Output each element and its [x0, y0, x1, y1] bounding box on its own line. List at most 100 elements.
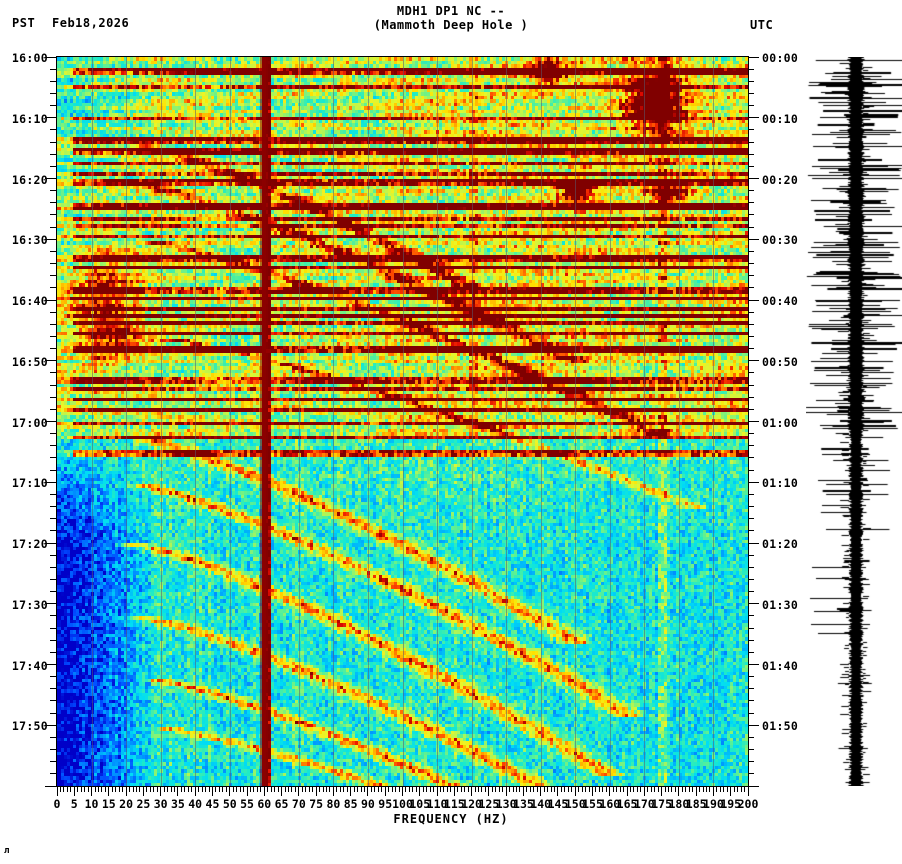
frequency-label: 25: [136, 797, 151, 811]
frequency-tick-major: [540, 787, 542, 796]
frequency-axis-title: FREQUENCY (HZ): [393, 812, 509, 826]
time-tick-minor: [748, 712, 754, 714]
frequency-tick-minor: [104, 787, 106, 792]
time-tick-major: [748, 785, 759, 787]
time-tick-minor: [748, 105, 754, 107]
time-tick-minor: [50, 408, 56, 410]
frequency-tick-minor: [370, 787, 372, 792]
frequency-tick-minor: [498, 787, 500, 792]
frequency-tick-minor: [256, 787, 258, 792]
frequency-tick-minor: [377, 787, 379, 792]
frequency-tick-minor: [115, 787, 117, 792]
frequency-tick-minor: [173, 787, 175, 792]
time-tick-major: [45, 421, 56, 422]
frequency-tick-minor: [218, 787, 220, 792]
frequency-tick-minor: [585, 787, 587, 792]
spectrogram-plot[interactable]: [57, 57, 748, 786]
frequency-tick-major: [678, 787, 680, 796]
time-tick-minor: [748, 165, 754, 167]
frequency-tick-minor: [111, 787, 113, 792]
time-tick-minor: [50, 323, 56, 325]
time-tick-minor: [50, 761, 56, 763]
time-tick-minor: [50, 627, 56, 629]
frequency-tick-major: [661, 787, 663, 796]
frequency-tick-major: [211, 787, 213, 796]
time-tick-minor: [748, 773, 754, 775]
time-tick-minor: [748, 518, 754, 520]
frequency-tick-minor: [63, 787, 65, 792]
time-tick-minor: [748, 615, 754, 617]
frequency-label: 60: [257, 797, 272, 811]
time-tick-minor: [50, 348, 56, 350]
frequency-tick-minor: [426, 787, 428, 792]
frequency-tick-major: [56, 787, 58, 796]
time-tick-minor: [748, 639, 754, 641]
time-tick-major: [748, 238, 759, 240]
time-tick-minor: [50, 651, 56, 653]
time-label-pst: 17:50: [11, 719, 48, 734]
frequency-tick-minor: [502, 787, 504, 792]
time-tick-major: [45, 724, 56, 726]
frequency-tick-minor: [636, 787, 638, 792]
frequency-tick-minor: [118, 787, 120, 792]
frequency-tick-minor: [132, 787, 134, 792]
frequency-tick-major: [522, 787, 524, 796]
time-tick-minor: [50, 688, 56, 690]
frequency-tick-minor: [744, 787, 746, 792]
frequency-label: 30: [153, 797, 168, 811]
frequency-label: 10: [84, 797, 99, 811]
time-tick-minor: [748, 287, 754, 289]
time-tick-minor: [50, 287, 56, 289]
time-tick-major: [748, 421, 759, 422]
frequency-tick-minor: [623, 787, 625, 792]
frequency-tick-minor: [415, 787, 417, 792]
time-tick-minor: [748, 408, 754, 410]
seismogram-trace-panel[interactable]: [806, 57, 902, 786]
frequency-tick-major: [246, 787, 248, 796]
frequency-tick-major: [626, 787, 628, 796]
frequency-label: 200: [737, 797, 759, 811]
time-tick-minor: [748, 651, 754, 653]
frequency-tick-minor: [277, 787, 279, 792]
frequency-tick-major: [177, 787, 179, 796]
frequency-tick-minor: [668, 787, 670, 792]
time-label-utc: 01:10: [762, 476, 799, 491]
time-label-utc: 00:50: [762, 354, 799, 369]
time-tick-minor: [50, 396, 56, 398]
time-tick-minor: [748, 445, 754, 447]
frequency-tick-minor: [191, 787, 193, 792]
time-tick-major: [45, 238, 56, 240]
time-tick-minor: [50, 202, 56, 204]
frequency-tick-minor: [647, 787, 649, 792]
time-label-utc: 00:40: [762, 294, 799, 308]
time-tick-minor: [748, 469, 754, 471]
plot-bottom-border: [56, 786, 749, 787]
time-tick-minor: [50, 518, 56, 520]
frequency-tick-minor: [80, 787, 82, 792]
frequency-tick-minor: [733, 787, 735, 792]
time-tick-major: [748, 542, 759, 544]
time-tick-major: [748, 117, 759, 119]
frequency-tick-minor: [533, 787, 535, 792]
time-tick-major: [748, 724, 759, 726]
frequency-label: 155: [582, 797, 603, 811]
frequency-tick-major: [367, 787, 369, 796]
frequency-tick-minor: [740, 787, 742, 792]
time-tick-minor: [748, 214, 754, 216]
frequency-tick-minor: [429, 787, 431, 792]
frequency-tick-minor: [616, 787, 618, 792]
frequency-tick-minor: [581, 787, 583, 792]
time-tick-major: [45, 664, 56, 665]
time-label-utc: 00:10: [762, 111, 799, 126]
frequency-tick-minor: [167, 787, 169, 792]
frequency-label: 85: [343, 797, 358, 811]
frequency-tick-minor: [443, 787, 445, 792]
frequency-tick-minor: [77, 787, 79, 792]
frequency-label: 185: [685, 797, 707, 811]
frequency-label: 180: [668, 797, 690, 811]
time-tick-minor: [50, 712, 56, 714]
time-tick-minor: [748, 591, 754, 593]
frequency-tick-major: [108, 787, 110, 796]
time-label-utc: 00:30: [762, 233, 799, 248]
frequency-tick-minor: [706, 787, 708, 792]
